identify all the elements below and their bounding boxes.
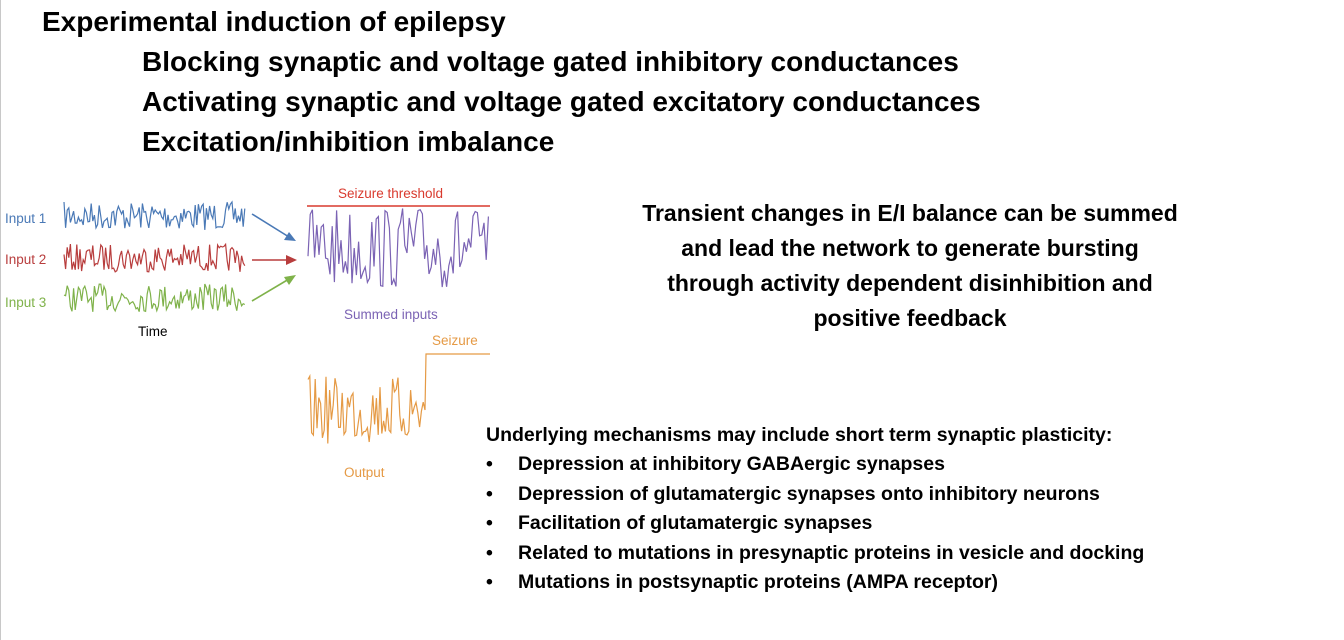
callout-line-3: through activity dependent disinhibition… xyxy=(667,270,1153,296)
summation-arrows xyxy=(251,213,297,302)
bullet-icon: • xyxy=(486,512,493,534)
output-trace xyxy=(307,353,490,444)
list-item: • Related to mutations in presynaptic pro… xyxy=(486,539,1144,569)
input-1-label: Input 1 xyxy=(5,211,46,226)
arrowhead-2 xyxy=(286,255,297,265)
mechanism-text: Mutations in postsynaptic proteins (AMPA… xyxy=(518,571,998,593)
mechanism-text: Depression at inhibitory GABAergic synap… xyxy=(518,453,945,475)
bullet-icon: • xyxy=(486,541,493,564)
bullet-icon: • xyxy=(486,482,493,505)
arrow-right-icon xyxy=(251,278,290,302)
slide-title: Experimental induction of epilepsy xyxy=(42,6,506,37)
seizure-label: Seizure xyxy=(432,333,478,348)
output-label: Output xyxy=(344,465,385,480)
input-2-trace xyxy=(63,242,246,273)
arrowhead-1 xyxy=(284,232,296,241)
mechanism-text: Related to mutations in presynaptic prot… xyxy=(518,541,1145,564)
callout-line-4: positive feedback xyxy=(813,305,1007,331)
mechanism-text: Facilitation of glutamatergic synapses xyxy=(518,512,873,534)
callout-line-1: Transient changes in E/I balance can be … xyxy=(642,200,1178,226)
summed-inputs-label: Summed inputs xyxy=(344,307,438,322)
input-3-trace xyxy=(63,283,246,313)
slide-border xyxy=(0,0,1,640)
ei-balance-callout: Transient changes in E/I balance can be … xyxy=(560,196,1260,336)
mechanisms-list: • Depression at inhibitory GABAergic syna… xyxy=(486,450,1144,598)
subpoint-1: Blocking synaptic and voltage gated inhi… xyxy=(142,46,959,77)
input-2-label: Input 2 xyxy=(5,252,46,267)
list-item: • Depression at inhibitory GABAergic syna… xyxy=(486,450,1144,480)
seizure-summation-figure: Input 1 Input 2 Input 3 Time Seizure thr… xyxy=(5,186,490,480)
input-3-label: Input 3 xyxy=(5,295,46,310)
list-item: • Facilitation of glutamatergic synapses xyxy=(486,509,1144,539)
mechanism-text: Depression of glutamatergic synapses ont… xyxy=(518,482,1100,505)
arrowhead-3 xyxy=(284,275,296,285)
subpoint-3: Excitation/inhibition imbalance xyxy=(142,126,555,157)
time-axis-label: Time xyxy=(138,324,168,339)
mechanisms-heading: Underlying mechanisms may include short … xyxy=(486,424,1113,446)
mechanisms-block: Underlying mechanisms may include short … xyxy=(486,421,1144,598)
list-item: • Depression of glutamatergic synapses on… xyxy=(486,480,1144,510)
seizure-threshold-label: Seizure threshold xyxy=(338,186,443,201)
subpoint-2: Activating synaptic and voltage gated ex… xyxy=(142,86,981,117)
arrow-right-icon xyxy=(251,213,290,238)
bullet-icon: • xyxy=(486,571,493,593)
bullet-icon: • xyxy=(486,453,493,475)
summed-inputs-trace xyxy=(307,208,489,288)
callout-line-2: and lead the network to generate burstin… xyxy=(681,235,1139,261)
list-item: • Mutations in postsynaptic proteins (AMP… xyxy=(486,568,1144,598)
input-1-trace xyxy=(63,200,246,230)
